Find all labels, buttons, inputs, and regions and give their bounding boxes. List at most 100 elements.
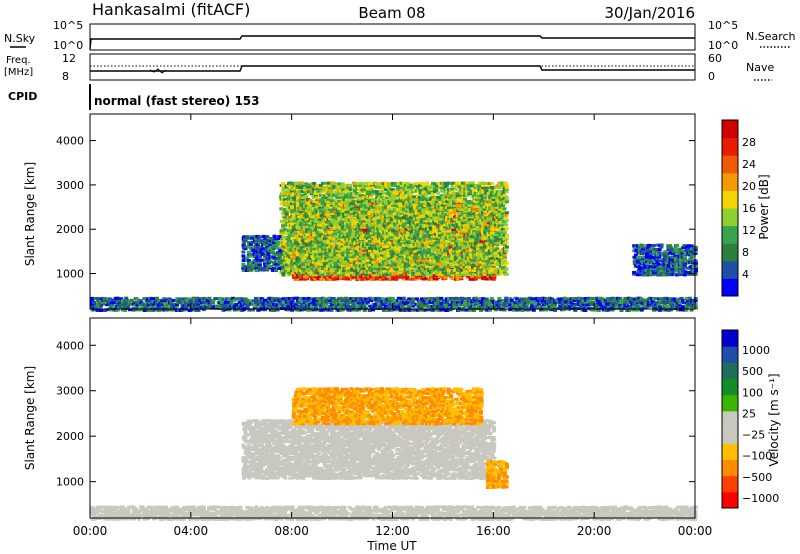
heatmap-cell [305,277,309,281]
heatmap-cell [308,235,313,239]
heatmap-cell [349,243,354,247]
heatmap-cell [381,209,386,213]
heatmap-cell [383,181,388,185]
heatmap-cell [357,273,361,277]
heatmap-cell [396,275,401,279]
heatmap-cell [399,217,404,221]
heatmap-cell [346,225,351,229]
heatmap-cell [326,277,331,281]
freq-frame [89,53,696,81]
heatmap-cell [410,275,415,279]
heatmap-cell [304,271,309,275]
heatmap-cell [371,277,376,281]
heatmap-cell [301,273,306,277]
nave-tick-bottom: 0 [708,70,715,83]
heatmap-cell [381,277,386,281]
heatmap-cell [367,277,372,281]
date-title: 30/Jan/2016 [605,4,696,22]
nsearch-label: N.Search [746,30,796,43]
heatmap-cell [315,184,320,188]
heatmap-cell [308,233,313,237]
heatmap-cell [357,241,361,245]
heatmap-cell [328,277,333,281]
cpid-label: CPID [8,90,37,103]
heatmap-cell [412,215,417,219]
heatmap-cell [346,235,350,239]
heatmap-cell [295,278,300,281]
beam-title: Beam 08 [358,4,425,22]
heatmap-cell [302,277,307,281]
power-heatmap [90,181,698,312]
freq-trace [90,65,695,72]
nsky-frame [89,23,696,51]
nsky-tick-bottom: 10^0 [53,39,83,52]
heatmap-cell [295,212,300,216]
heatmap-cell [401,273,406,277]
freq-tick-bottom: 8 [62,70,69,83]
heatmap-cell [381,214,386,218]
heatmap-cell [322,275,327,279]
heatmap-cell [426,277,431,281]
heatmap-cell [399,235,404,239]
heatmap-cell [371,275,376,279]
heatmap-cell [403,229,408,233]
heatmap-cell [299,277,304,281]
heatmap-cell [358,275,363,279]
heatmap-cell [394,277,399,281]
heatmap-cell [484,277,489,281]
heatmap-cell [378,273,383,277]
heatmap-cell [313,277,318,281]
heatmap-cell [369,275,374,279]
heatmap-cell [344,275,349,279]
heatmap-cell [375,275,380,279]
heatmap-cell [329,202,334,205]
heatmap-cell [371,271,376,275]
heatmap-cell [340,182,345,186]
heatmap-cell [362,214,366,218]
heatmap-cell [295,275,300,279]
heatmap-cell [349,195,354,199]
heatmap-cell [424,277,428,281]
heatmap-cell [405,275,410,279]
heatmap-cell [297,221,302,225]
freq-label-line2: [MHz] [4,67,33,78]
heatmap-cell [300,227,305,231]
heatmap-cell [382,275,386,279]
heatmap-cell [329,189,334,193]
heatmap-cell [337,182,342,186]
heatmap-cell [337,207,342,211]
freq-tick-top: 12 [62,52,76,65]
heatmap-cell [421,277,426,281]
heatmap-cell [367,213,372,217]
heatmap-cell [319,229,324,233]
heatmap-cell [356,211,361,215]
heatmap-cell [335,277,340,281]
heatmap-cell [389,240,394,243]
freq-label-line1: Freq. [6,55,31,66]
heatmap-cell [297,215,302,219]
heatmap-cell [376,277,381,281]
heatmap-cell [281,271,286,275]
nave-tick-top: 60 [708,52,722,65]
heatmap-cell [295,256,300,260]
heatmap-cell [329,199,334,203]
heatmap-cell [340,223,345,227]
heatmap-cell [328,275,333,279]
heatmap-cell [308,275,313,279]
nsky-trace [89,35,695,50]
heatmap-cell [419,275,424,278]
heatmap-cell [365,227,370,231]
heatmap-cell [305,275,309,279]
nave-label: Nave [746,61,774,74]
heatmap-cell [373,267,378,271]
heatmap-cell [360,239,365,243]
heatmap-cell [351,275,356,279]
station-title: Hankasalmi (fitACF) [92,0,250,19]
heatmap-cell [382,191,386,195]
heatmap-cell [385,269,390,273]
heatmap-cell [310,277,315,281]
heatmap-cell [344,217,348,221]
heatmap-cell [299,249,304,253]
